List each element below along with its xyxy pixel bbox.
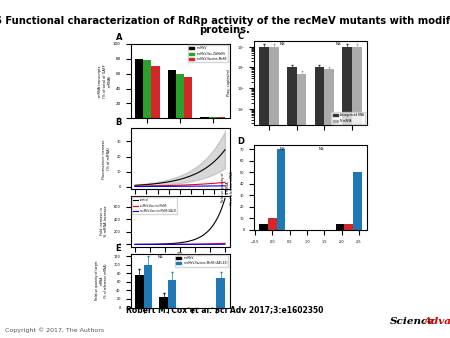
Text: NS: NS — [336, 42, 342, 46]
Bar — [287, 68, 297, 338]
recMeV-Vaccine-MeRS (ΔΔ-E) — [132, 242, 138, 246]
Text: Fig. 6 Functional characterization of RdRp activity of the recMeV mutants with m: Fig. 6 Functional characterization of Rd… — [0, 16, 450, 26]
Bar — [297, 74, 306, 338]
X-axis label: Time after infection (hours): Time after infection (hours) — [156, 209, 204, 213]
recMeV-Vaccine-MeRS — [218, 241, 223, 245]
Line: control: control — [135, 198, 225, 244]
Text: B: B — [116, 118, 122, 127]
Text: ***: *** — [197, 255, 203, 259]
Bar — [151, 66, 160, 118]
Bar — [259, 47, 269, 338]
Text: NS: NS — [158, 255, 163, 259]
Legend: recMeV, recMeV-Vaccine-MeRS (ΔΔ5-E3): recMeV, recMeV-Vaccine-MeRS (ΔΔ5-E3) — [175, 255, 228, 266]
control — [215, 215, 220, 219]
Bar — [216, 277, 225, 308]
Text: D: D — [238, 137, 244, 146]
Text: A: A — [116, 33, 122, 42]
Text: Robert M. Cox et al. Sci Adv 2017;3:e1602350: Robert M. Cox et al. Sci Adv 2017;3:e160… — [126, 305, 324, 314]
Y-axis label: Fluorescence increase
(% of mRNA): Fluorescence increase (% of mRNA) — [102, 139, 111, 178]
Bar — [200, 117, 209, 118]
recMeV-Vaccine-MeRS (ΔΔ-E) — [186, 242, 191, 246]
Text: C: C — [238, 32, 243, 41]
Y-axis label: Relative quantity of target
mRNA
(% of reference mRNA): Relative quantity of target mRNA (% of r… — [95, 261, 108, 300]
recMeV-Vaccine-MeRS — [153, 242, 158, 246]
Legend: control, recMeV-Vaccine-MeRS, recMeV-Vaccine-MeRS (ΔΔ-E): control, recMeV-Vaccine-MeRS, recMeV-Vac… — [132, 197, 177, 214]
Text: NS: NS — [319, 147, 324, 150]
Legend: Antagonized RNA, N mRNA: Antagonized RNA, N mRNA — [332, 112, 365, 124]
control — [222, 196, 228, 200]
control — [218, 209, 223, 213]
recMeV-Vaccine-MeRS (ΔΔ-E) — [215, 242, 220, 246]
Y-axis label: Plaq. copies/ml: Plaq. copies/ml — [227, 69, 231, 96]
Text: Science: Science — [390, 317, 435, 326]
control — [179, 241, 184, 245]
Bar — [144, 265, 152, 308]
Bar — [159, 297, 168, 308]
control — [132, 242, 138, 246]
Bar — [184, 77, 192, 118]
recMeV-Vaccine-MeRS — [215, 242, 220, 246]
Bar — [217, 117, 225, 118]
Bar — [315, 68, 324, 338]
recMeV-Vaccine-MeRS (ΔΔ-E) — [149, 242, 155, 246]
Text: proteins.: proteins. — [199, 25, 251, 35]
control — [153, 242, 158, 246]
Bar — [209, 117, 217, 118]
Text: Advances: Advances — [424, 317, 450, 326]
Text: NS: NS — [279, 147, 285, 150]
control — [186, 239, 191, 243]
X-axis label: Time after infection (hours): Time after infection (hours) — [156, 266, 204, 270]
Y-axis label: Fold increase in
% mRNA increase: Fold increase in % mRNA increase — [100, 206, 108, 237]
recMeV-Vaccine-MeRS — [186, 242, 191, 246]
Bar — [324, 70, 334, 338]
Text: ***: *** — [177, 251, 183, 256]
Bar — [344, 224, 353, 230]
Bar — [268, 218, 277, 230]
Y-axis label: mRNA transcripts
(% of total of GAFF
mRNA): mRNA transcripts (% of total of GAFF mRN… — [99, 64, 112, 98]
Bar — [135, 59, 143, 118]
Bar — [336, 224, 344, 230]
Bar — [342, 47, 352, 338]
Bar — [353, 172, 362, 230]
recMeV-Vaccine-MeRS — [132, 242, 138, 246]
Y-axis label: Relative quantity of
N mRNA
(% of reference mRNA): Relative quantity of N mRNA (% of refere… — [221, 170, 234, 205]
recMeV-Vaccine-MeRS (ΔΔ-E) — [153, 242, 158, 246]
Bar — [168, 280, 176, 308]
Line: recMeV-Vaccine-MeRS: recMeV-Vaccine-MeRS — [135, 243, 225, 244]
recMeV-Vaccine-MeRS — [149, 242, 155, 246]
Bar — [143, 60, 151, 118]
Text: Copyright © 2017, The Authors: Copyright © 2017, The Authors — [5, 328, 104, 333]
recMeV-Vaccine-MeRS — [179, 242, 184, 246]
Legend: recMeV, recMeV-Vac-ZikMeRS, recMeV-Vaccine-MeRS: recMeV, recMeV-Vac-ZikMeRS, recMeV-Vacci… — [188, 45, 228, 62]
recMeV-Vaccine-MeRS (ΔΔ-E) — [179, 242, 184, 246]
recMeV-Vaccine-MeRS (ΔΔ-E) — [222, 242, 228, 246]
Bar — [135, 275, 144, 308]
recMeV-Vaccine-MeRS (ΔΔ-E) — [218, 242, 223, 246]
Bar — [168, 70, 176, 118]
Bar — [352, 47, 362, 338]
recMeV-Vaccine-MeRS — [222, 241, 228, 245]
Text: E: E — [116, 244, 122, 253]
Bar — [176, 74, 184, 118]
Text: NS: NS — [279, 42, 285, 46]
Bar — [269, 47, 279, 338]
control — [149, 242, 155, 246]
Bar — [277, 149, 285, 230]
Bar — [259, 224, 268, 230]
